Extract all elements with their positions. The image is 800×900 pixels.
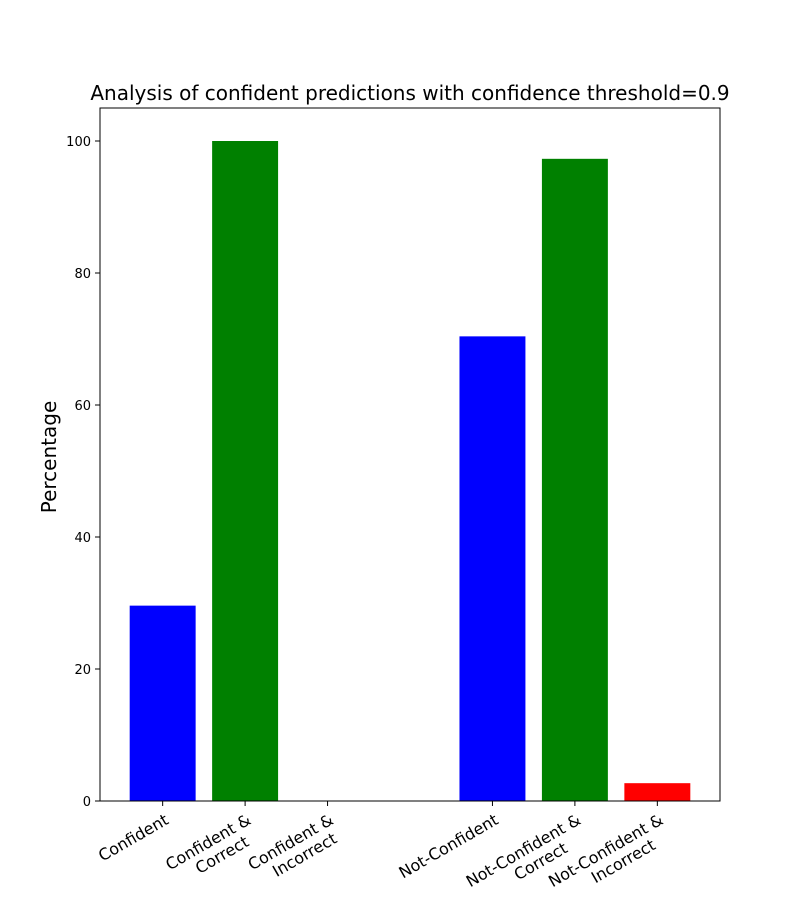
x-tick-label-2: Confident &Incorrect bbox=[245, 810, 346, 890]
bar-5 bbox=[624, 783, 691, 801]
y-tick-label-4: 80 bbox=[74, 267, 91, 282]
bar-3 bbox=[459, 336, 526, 801]
bars-group bbox=[129, 141, 691, 801]
bar-0 bbox=[129, 605, 196, 801]
x-tick-label-1: Confident &Correct bbox=[162, 810, 263, 890]
y-tick-label-2: 40 bbox=[74, 531, 91, 546]
bar-1 bbox=[212, 141, 279, 801]
bar-4 bbox=[541, 158, 608, 801]
plot-frame bbox=[99, 107, 721, 802]
y-tick-label-1: 20 bbox=[74, 663, 91, 678]
y-tick-label-3: 60 bbox=[74, 399, 91, 414]
x-tick-label-0: Confident bbox=[95, 810, 172, 865]
y-tick-label-0: 0 bbox=[83, 795, 91, 810]
y-tick-label-5: 100 bbox=[66, 135, 91, 150]
y-axis-label: Percentage bbox=[37, 401, 61, 514]
chart-title: Analysis of confident predictions with c… bbox=[90, 81, 729, 105]
y-axis-ticks: 0 20 40 60 80 100 bbox=[66, 135, 100, 810]
